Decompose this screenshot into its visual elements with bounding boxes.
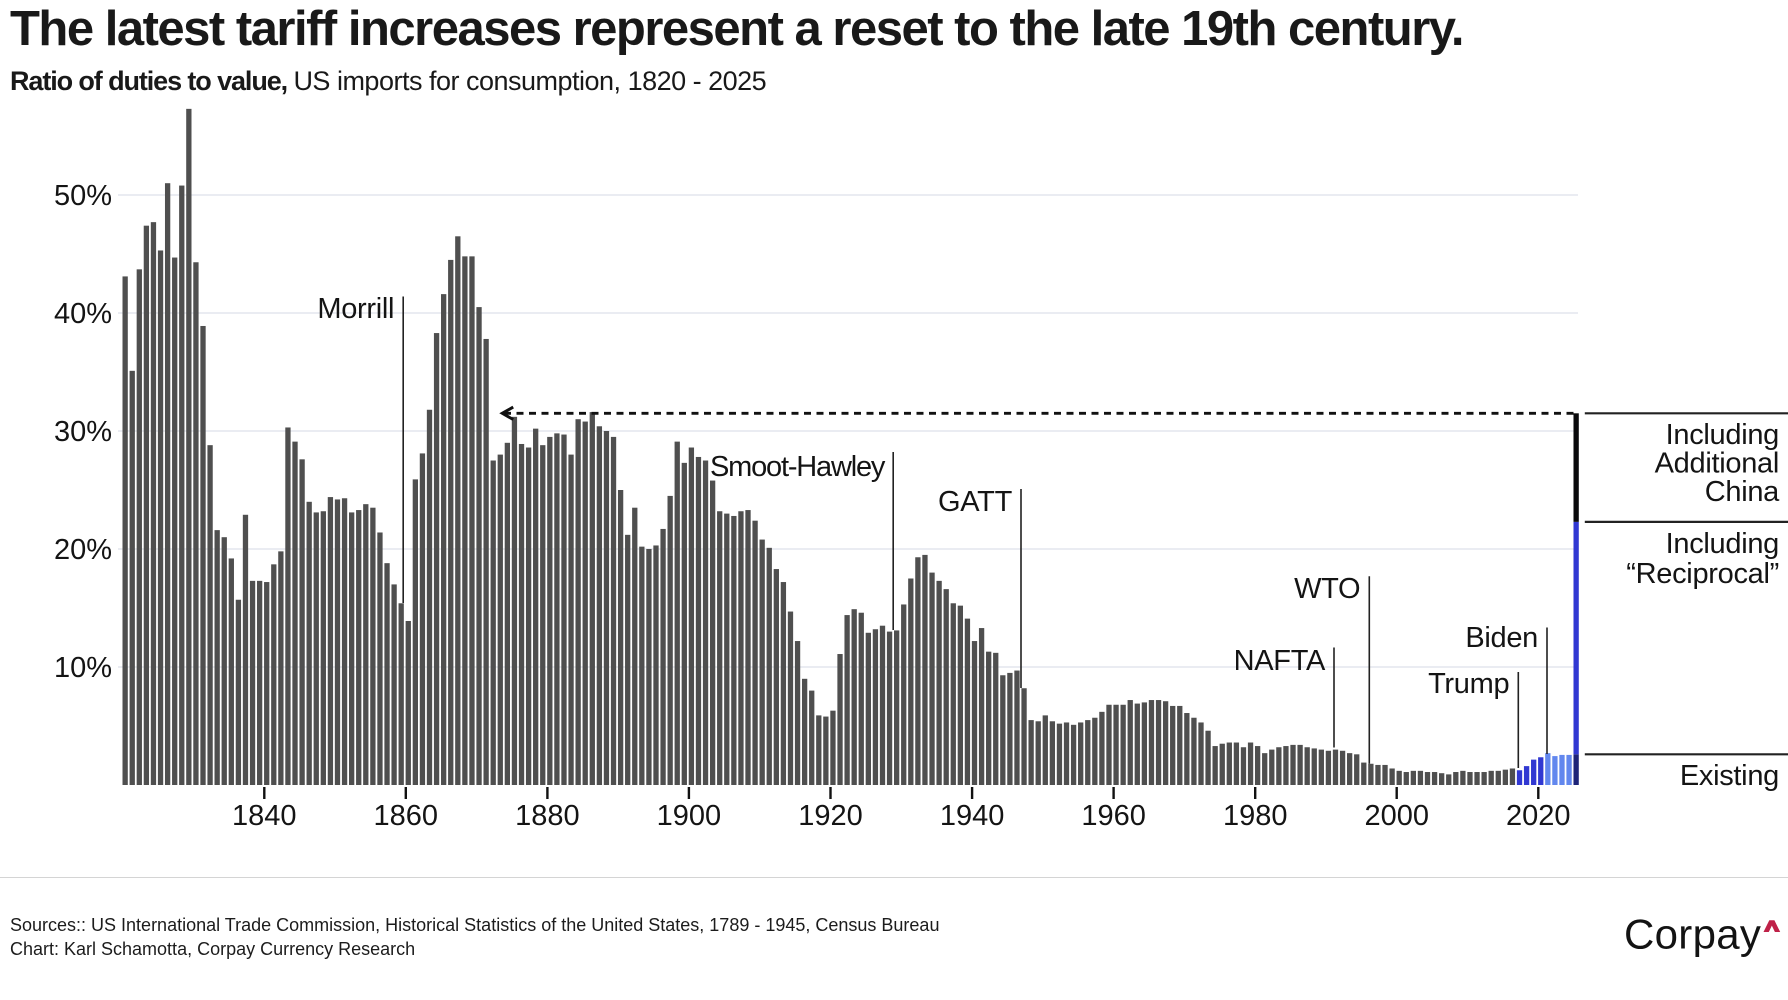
- svg-text:1880: 1880: [515, 800, 580, 832]
- svg-text:1900: 1900: [657, 800, 722, 832]
- svg-text:Corpay: Corpay: [1624, 911, 1761, 958]
- svg-text:GATT: GATT: [938, 486, 1013, 518]
- svg-text:2020: 2020: [1506, 800, 1571, 832]
- svg-text:China: China: [1705, 476, 1780, 508]
- svg-text:Additional: Additional: [1655, 448, 1779, 480]
- svg-text:20%: 20%: [54, 534, 112, 566]
- svg-text:Trump: Trump: [1428, 668, 1509, 700]
- svg-text:1920: 1920: [798, 800, 863, 832]
- svg-text:“Reciprocal”: “Reciprocal”: [1626, 558, 1779, 590]
- svg-text:WTO: WTO: [1294, 573, 1360, 605]
- svg-text:1840: 1840: [232, 800, 297, 832]
- svg-text:1860: 1860: [374, 800, 439, 832]
- svg-text:Morrill: Morrill: [317, 293, 394, 325]
- svg-text:NAFTA: NAFTA: [1234, 645, 1326, 677]
- svg-text:10%: 10%: [54, 652, 112, 684]
- svg-text:Existing: Existing: [1680, 760, 1779, 792]
- svg-text:40%: 40%: [54, 298, 112, 330]
- svg-text:Including: Including: [1666, 528, 1779, 560]
- svg-text:30%: 30%: [54, 416, 112, 448]
- svg-text:1940: 1940: [940, 800, 1005, 832]
- svg-text:50%: 50%: [54, 180, 112, 212]
- svg-text:1980: 1980: [1223, 800, 1288, 832]
- svg-text:Smoot-Hawley: Smoot-Hawley: [710, 451, 886, 483]
- svg-text:Including: Including: [1666, 419, 1779, 451]
- svg-text:2000: 2000: [1364, 800, 1429, 832]
- svg-text:Biden: Biden: [1465, 622, 1538, 654]
- svg-text:1960: 1960: [1081, 800, 1146, 832]
